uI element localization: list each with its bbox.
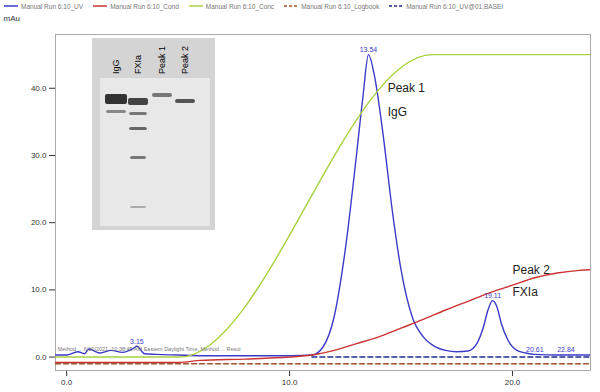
svg-text:IgG: IgG (111, 59, 121, 74)
svg-text:20.61: 20.61 (526, 346, 544, 353)
svg-text:0.0: 0.0 (35, 353, 47, 362)
svg-text:Peak 1: Peak 1 (388, 81, 426, 95)
svg-text:20.0: 20.0 (505, 378, 521, 387)
svg-text:Peak 2: Peak 2 (512, 263, 550, 277)
svg-text:40.0: 40.0 (31, 84, 47, 93)
html-text:Manual Run 6:10_Logbook: Manual Run 6:10_Logbook (301, 2, 380, 10)
html-text:Manual Run 6:10_UV@01,BASEI: Manual Run 6:10_UV@01,BASEI (406, 2, 504, 10)
svg-text:3.15: 3.15 (130, 338, 144, 345)
html-text:Manual Run 6:10_Conc: Manual Run 6:10_Conc (205, 2, 275, 10)
html-text:Manual Run 6:10_Cond: Manual Run 6:10_Cond (110, 2, 179, 10)
svg-text:mAu: mAu (4, 14, 20, 23)
svg-text:10.0: 10.0 (31, 285, 47, 294)
svg-text:30.0: 30.0 (31, 151, 47, 160)
svg-text:Peak 2: Peak 2 (180, 46, 190, 74)
html-text:Manual Run 6:10_UV: Manual Run 6:10_UV (21, 2, 84, 10)
svg-text:0.0: 0.0 (61, 378, 73, 387)
svg-text:Peak 1: Peak 1 (157, 46, 167, 74)
svg-text:FXIa: FXIa (133, 55, 143, 74)
svg-text:13.54: 13.54 (360, 46, 378, 53)
svg-text:19.11: 19.11 (484, 292, 501, 299)
svg-text:20.0: 20.0 (31, 218, 47, 227)
svg-text:22.84: 22.84 (557, 346, 575, 353)
svg-text:FXIa: FXIa (512, 285, 538, 299)
svg-text:10.0: 10.0 (282, 378, 298, 387)
svg-text:IgG: IgG (388, 105, 407, 119)
svg-text:Method ... 6/10/2021, 10:38:45: Method ... 6/10/2021, 10:38:45 AM Easter… (58, 346, 241, 352)
